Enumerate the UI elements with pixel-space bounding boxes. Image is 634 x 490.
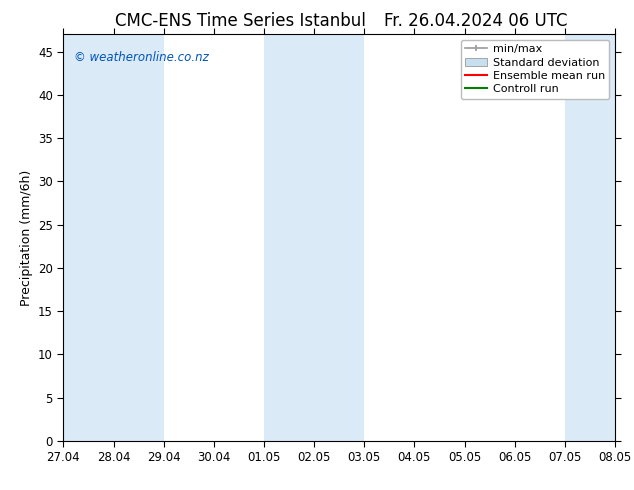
Bar: [113, 34, 164, 441]
Bar: [63, 34, 113, 441]
Bar: [565, 34, 615, 441]
Legend: min/max, Standard deviation, Ensemble mean run, Controll run: min/max, Standard deviation, Ensemble me…: [460, 40, 609, 99]
Text: Fr. 26.04.2024 06 UTC: Fr. 26.04.2024 06 UTC: [384, 12, 567, 30]
Text: © weatheronline.co.nz: © weatheronline.co.nz: [74, 50, 209, 64]
Bar: [264, 34, 314, 441]
Bar: [314, 34, 365, 441]
Y-axis label: Precipitation (mm/6h): Precipitation (mm/6h): [20, 170, 32, 306]
Text: CMC-ENS Time Series Istanbul: CMC-ENS Time Series Istanbul: [115, 12, 366, 30]
